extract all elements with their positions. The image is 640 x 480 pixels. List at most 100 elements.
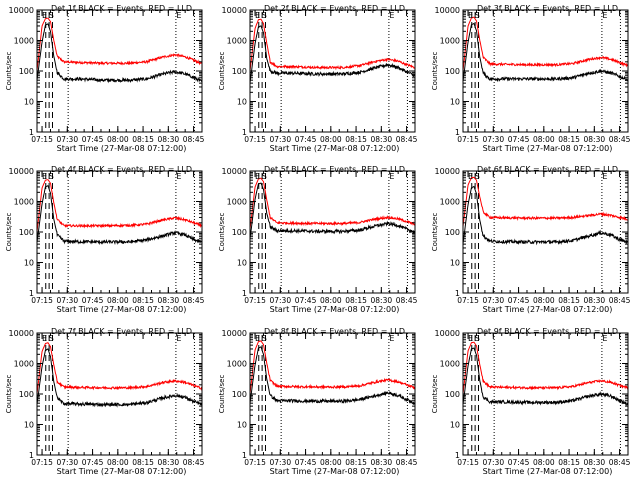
x-tick-label: 08:15 [345, 296, 367, 305]
x-tick-label: 07:45 [508, 296, 530, 305]
chart-panel-8: 1 10 100 1000 10000 07:15 07:30 07:45 08:00 08:15… [218, 327, 418, 476]
x-tick-label: 08:15 [132, 135, 154, 144]
y-tick-label: 1000 [227, 360, 247, 369]
series-group [37, 179, 202, 246]
plot-frame [462, 170, 629, 294]
x-tick-label: 08:30 [371, 296, 393, 305]
top-marker-s: S [49, 334, 54, 343]
chart-panel-9: 1 10 100 1000 10000 07:15 07:30 07:45 08:00 08:15… [431, 327, 631, 476]
y-tick-label: 10000 [222, 329, 247, 338]
x-tick-label: 08:00 [107, 458, 129, 467]
series-line-lld [463, 16, 628, 72]
series-group [250, 177, 415, 239]
top-marker-e: E [468, 334, 473, 343]
x-tick-label: 08:30 [584, 458, 606, 467]
x-axis-label: Start Time (27-Mar-08 07:12:00) [57, 144, 187, 153]
y-tick-label: 100 [19, 390, 34, 399]
series-line-lld [37, 17, 202, 72]
series-line-events [250, 346, 415, 405]
x-tick-label: 08:00 [533, 458, 555, 467]
chart-title: Det 7f BLACK = Events, RED = LLD [51, 327, 192, 336]
x-axis-label: Start Time (27-Mar-08 07:12:00) [270, 144, 400, 153]
y-tick-label: 10000 [435, 329, 460, 338]
top-marker-s: S [475, 11, 480, 20]
y-tick-label: 10000 [435, 6, 460, 15]
y-tick-label: 1000 [14, 360, 34, 369]
x-tick-label: 07:30 [269, 296, 291, 305]
y-tick-label: 1 [242, 451, 247, 460]
y-tick-label: 10 [24, 421, 34, 430]
top-marker-right: E [389, 334, 394, 343]
series-line-events [37, 185, 202, 246]
y-tick-label: 10 [237, 98, 247, 107]
x-axis-label: Start Time (27-Mar-08 07:12:00) [483, 467, 613, 476]
y-axis-label: Counts/sec [431, 375, 439, 414]
top-marker-s: S [49, 11, 54, 20]
x-tick-label: 07:30 [482, 458, 504, 467]
series-line-lld [463, 176, 628, 227]
x-tick-label: 07:45 [295, 135, 317, 144]
y-tick-label: 1 [29, 451, 34, 460]
y-tick-label: 1 [242, 128, 247, 137]
x-tick-label: 08:30 [371, 458, 393, 467]
x-tick-label: 08:00 [533, 135, 555, 144]
x-tick-label: 08:15 [558, 296, 580, 305]
x-tick-label: 07:30 [482, 296, 504, 305]
top-marker-right: E [602, 11, 607, 20]
y-tick-label: 1 [455, 451, 460, 460]
chart-title: Det 5f BLACK = Events, RED = LLD [264, 165, 405, 174]
x-tick-label: 08:45 [609, 458, 631, 467]
series-group [463, 176, 628, 246]
x-tick-label: 08:00 [320, 458, 342, 467]
x-tick-label: 07:45 [82, 296, 104, 305]
series-group [37, 17, 202, 84]
x-tick-label: 08:45 [183, 135, 205, 144]
x-tick-label: 08:15 [132, 296, 154, 305]
top-marker-right: E [176, 172, 181, 181]
y-tick-label: 10 [24, 259, 34, 268]
x-tick-label: 07:15 [457, 458, 479, 467]
x-tick-label: 07:15 [457, 135, 479, 144]
top-marker-s: S [262, 11, 267, 20]
x-tick-label: 07:30 [56, 135, 78, 144]
top-marker-right: E [176, 11, 181, 20]
x-axis-label: Start Time (27-Mar-08 07:12:00) [483, 305, 613, 314]
x-tick-label: 08:00 [320, 135, 342, 144]
x-tick-label: 07:15 [244, 296, 266, 305]
y-tick-label: 10 [450, 98, 460, 107]
y-tick-label: 1000 [227, 198, 247, 207]
x-tick-label: 08:45 [609, 296, 631, 305]
y-axis-label: Counts/sec [5, 52, 13, 91]
top-marker-e: E [42, 334, 47, 343]
x-tick-label: 08:45 [183, 458, 205, 467]
top-marker-s: S [475, 172, 480, 181]
x-tick-label: 07:45 [295, 458, 317, 467]
x-tick-label: 07:15 [31, 296, 53, 305]
y-axis-label: Counts/sec [431, 213, 439, 252]
series-group [463, 341, 628, 406]
chart-panel-5: 1 10 100 1000 10000 07:15 07:30 07:45 08:00 08:15… [218, 165, 418, 314]
x-tick-label: 07:45 [508, 135, 530, 144]
x-tick-label: 08:00 [320, 296, 342, 305]
chart-title: Det 1f BLACK = Events, RED = LLD [51, 4, 192, 13]
y-tick-label: 10000 [222, 167, 247, 176]
y-tick-label: 100 [232, 228, 247, 237]
x-tick-label: 08:45 [396, 458, 418, 467]
y-tick-label: 100 [232, 390, 247, 399]
chart-panel-3: 1 10 100 1000 10000 07:15 07:30 07:45 08:00 08:15… [431, 4, 631, 153]
y-tick-label: 1000 [440, 360, 460, 369]
series-line-events [250, 182, 415, 239]
x-tick-label: 07:15 [31, 458, 53, 467]
y-axis-label: Counts/sec [218, 375, 226, 414]
x-tick-label: 08:15 [345, 135, 367, 144]
x-tick-label: 08:00 [533, 296, 555, 305]
x-axis-label: Start Time (27-Mar-08 07:12:00) [270, 467, 400, 476]
x-tick-label: 08:30 [584, 296, 606, 305]
top-marker-s: S [475, 334, 480, 343]
y-tick-label: 10000 [222, 6, 247, 15]
x-tick-label: 08:15 [558, 135, 580, 144]
y-axis-label: Counts/sec [5, 375, 13, 414]
series-line-lld [250, 340, 415, 395]
x-tick-label: 07:30 [56, 458, 78, 467]
